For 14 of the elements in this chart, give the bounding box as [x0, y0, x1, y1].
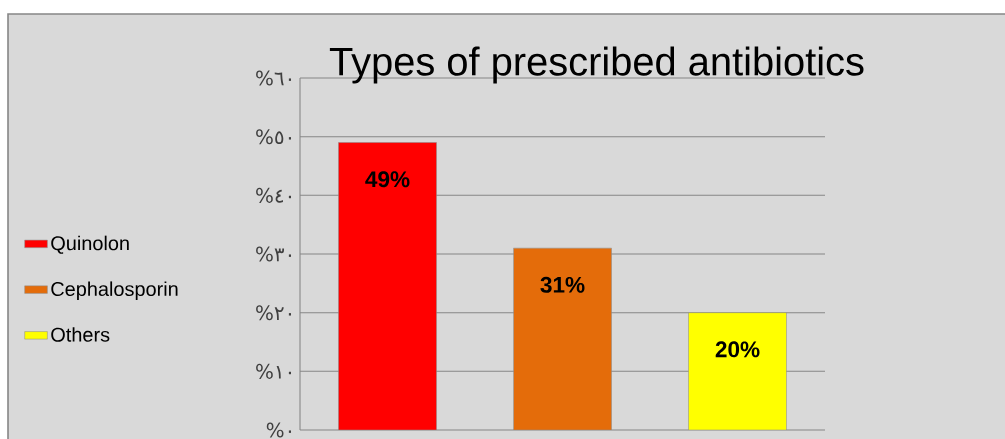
legend-label: Others	[51, 327, 110, 342]
y-tick-label: %٦٠	[256, 70, 292, 86]
y-tick-label: %١٠	[256, 363, 292, 379]
data-label: 20%	[715, 341, 760, 358]
y-tick-label: %٢٠	[256, 305, 292, 321]
legend-label: Cephalosporin	[51, 281, 178, 300]
y-tick-label: %٠	[266, 422, 292, 438]
legend-label: Quinolon	[51, 235, 129, 254]
y-tick-label: %٤٠	[256, 187, 292, 203]
chart-title: Types of prescribed antibiotics	[329, 46, 864, 84]
data-label: 49%	[365, 171, 410, 188]
y-tick-label: %٣٠	[256, 246, 292, 262]
y-tick-label: %٥٠	[256, 129, 292, 145]
data-label: 31%	[540, 276, 585, 293]
